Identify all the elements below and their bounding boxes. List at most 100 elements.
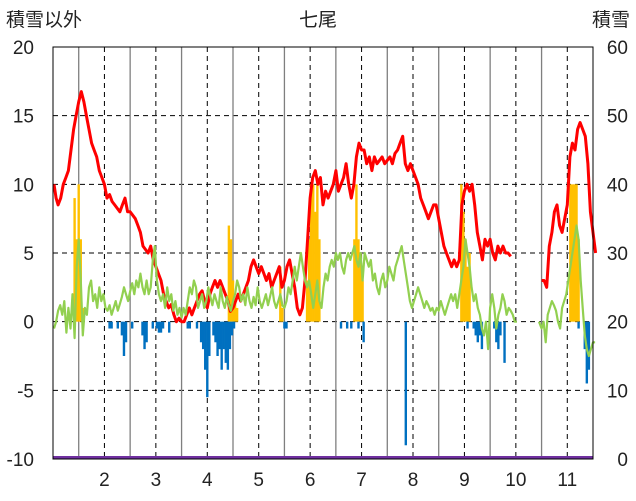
decrease-bar <box>161 321 165 329</box>
temperature-line <box>52 238 517 351</box>
decrease-bar <box>208 321 211 356</box>
increase-bar <box>235 307 239 322</box>
increase-bar <box>73 198 76 322</box>
decrease-bar <box>478 321 482 336</box>
decrease-bar <box>495 321 498 343</box>
decrease-bar <box>466 321 469 329</box>
increase-bar <box>359 253 362 322</box>
increase-bar <box>229 239 233 322</box>
decrease-bar <box>151 321 154 329</box>
decrease-bar <box>108 321 111 329</box>
right-y-tick-label: 50 <box>607 107 628 128</box>
decrease-bar <box>404 321 407 446</box>
decrease-bar <box>195 321 199 329</box>
decrease-bar <box>218 321 221 350</box>
decrease-bar <box>120 321 124 336</box>
x-tick-label: 3 <box>151 470 162 491</box>
right-y-tick-label: 30 <box>607 244 628 265</box>
increase-bar <box>460 184 463 322</box>
decrease-bar <box>131 321 134 329</box>
right-y-tick-label: 20 <box>607 313 628 334</box>
right-axis-title: 積雪 <box>592 9 630 31</box>
decrease-bar <box>188 321 191 329</box>
increase-bar <box>316 184 319 322</box>
decrease-bar <box>226 321 230 370</box>
decrease-bar <box>159 321 163 333</box>
right-y-tick-label: 10 <box>607 381 628 402</box>
decrease-bar <box>145 321 148 343</box>
decrease-bar <box>214 321 217 343</box>
x-ticks: 2 3 4 5 6 7 8 9 10 11 <box>99 470 577 491</box>
decrease-bar <box>216 321 219 356</box>
increase-bar <box>575 184 578 322</box>
left-y-tick-label: 5 <box>23 244 34 265</box>
grid <box>53 47 593 459</box>
decrease-bar <box>480 321 484 350</box>
increase-bar <box>227 225 231 322</box>
temperature-line <box>537 224 596 358</box>
decrease-bar <box>232 321 236 329</box>
decrease-bar <box>230 321 234 336</box>
decrease-bar <box>503 321 506 363</box>
right-y-tick-label: 40 <box>607 175 628 196</box>
snow_depth-line <box>541 121 598 289</box>
increase-bar <box>468 253 471 322</box>
decrease-bar <box>157 321 161 333</box>
decrease-bar <box>186 321 189 329</box>
x-tick-label: 11 <box>557 470 577 491</box>
decrease-bar <box>499 321 502 336</box>
decrease-bar <box>199 321 203 343</box>
decrease-bar <box>476 321 479 343</box>
increase-bar <box>314 211 317 322</box>
decrease-bar <box>116 321 119 329</box>
decrease-bar <box>212 321 215 336</box>
decrease-bar <box>228 321 232 350</box>
increase-bar <box>309 184 313 322</box>
increase-bar <box>466 266 469 322</box>
decrease-bar <box>110 321 113 329</box>
increase-bar <box>464 239 467 322</box>
decrease-bar <box>204 321 207 370</box>
increase-bar <box>281 307 284 322</box>
x-tick-label: 7 <box>356 470 367 491</box>
decrease-bar <box>339 321 343 329</box>
decrease-bar <box>345 321 349 329</box>
x-tick-label: 5 <box>253 470 264 491</box>
decrease-bar <box>141 321 144 336</box>
increase-bar <box>357 239 360 322</box>
decrease-bar <box>577 321 580 329</box>
right-y-tick-label: 0 <box>617 450 628 471</box>
decrease-bar <box>220 321 223 370</box>
decrease-bar <box>224 321 227 363</box>
decrease-bar <box>122 321 126 356</box>
decrease-bar <box>143 321 146 350</box>
decrease-bar <box>497 321 500 350</box>
left-y-tick-label: 10 <box>13 175 34 196</box>
left-y-tick-label: -10 <box>7 450 34 471</box>
x-tick-label: 10 <box>505 470 526 491</box>
left-y-tick-label: -5 <box>17 381 34 402</box>
decrease-bar <box>285 321 288 329</box>
decrease-bar <box>472 321 475 329</box>
increase-bar <box>353 239 356 322</box>
decrease-bar <box>357 321 360 329</box>
decrease-bar <box>362 321 365 343</box>
x-tick-label: 9 <box>459 470 470 491</box>
x-tick-label: 2 <box>99 470 110 491</box>
decrease-bar <box>587 321 591 370</box>
x-tick-label: 8 <box>408 470 419 491</box>
left-y-tick-label: 0 <box>23 313 34 334</box>
decrease-bar <box>350 321 353 329</box>
decrease-bar <box>201 321 205 350</box>
decrease-bar <box>124 321 128 343</box>
decrease-bar <box>283 321 286 329</box>
left-y-tick-label: 20 <box>13 38 34 59</box>
decrease-bars <box>108 321 591 446</box>
left-y-tick-label: 15 <box>13 107 34 128</box>
decrease-bar <box>155 321 159 329</box>
left-axis-title: 積雪以外 <box>6 9 82 31</box>
increase-bar <box>305 280 309 322</box>
snow_depth-line <box>52 90 512 324</box>
decrease-bar <box>493 321 496 329</box>
increase-bar <box>361 280 364 322</box>
